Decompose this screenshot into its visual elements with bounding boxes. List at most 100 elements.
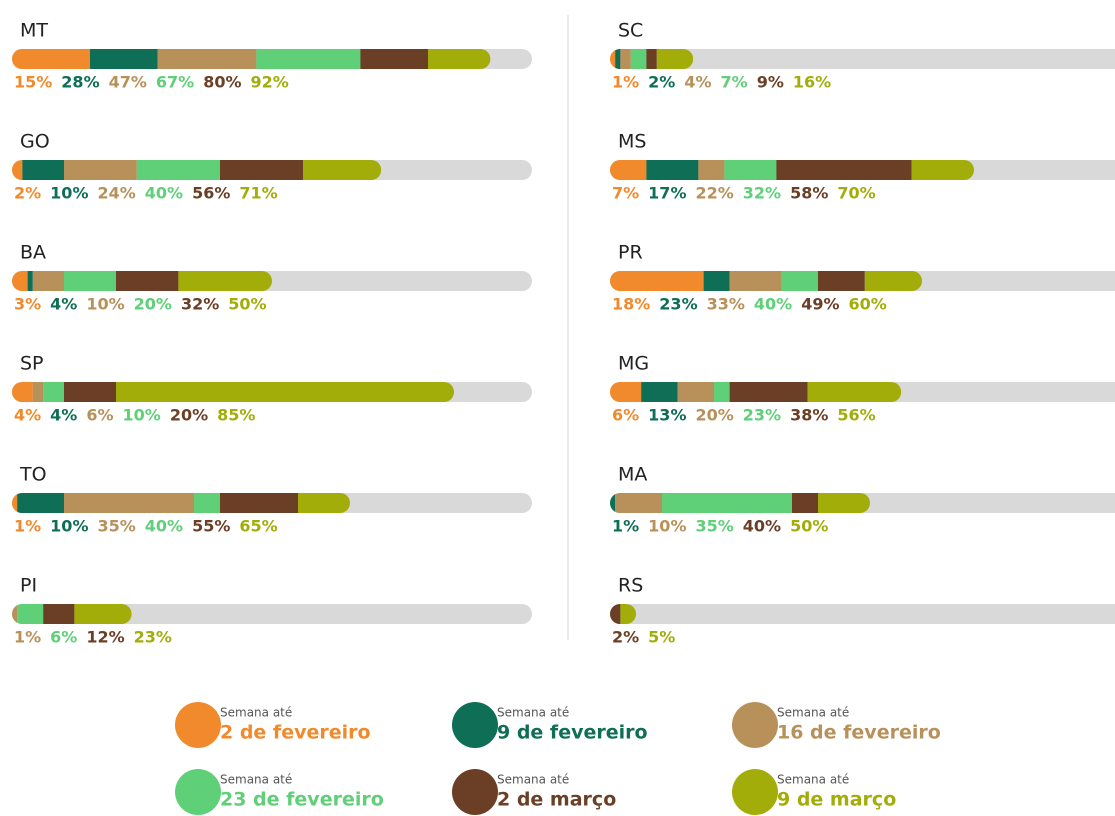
- value-label: 38%: [790, 406, 828, 425]
- bar-segment: [12, 271, 28, 291]
- bar-track: [610, 49, 1115, 69]
- value-label: 60%: [848, 295, 886, 314]
- bar-segment: [220, 493, 298, 513]
- value-label: 12%: [86, 628, 124, 647]
- value-label: 10%: [50, 517, 88, 536]
- state-label: MT: [20, 20, 48, 42]
- bar-segment: [781, 271, 818, 291]
- bar-group: [12, 160, 382, 180]
- value-label: 35%: [695, 517, 733, 536]
- bar-segment: [610, 49, 616, 69]
- bar-segment: [64, 493, 194, 513]
- value-label: 7%: [612, 184, 639, 203]
- value-label: 18%: [612, 295, 650, 314]
- value-label: 4%: [684, 73, 711, 92]
- bar-segment: [64, 160, 137, 180]
- value-label: 33%: [707, 295, 745, 314]
- bar-group: [610, 49, 694, 69]
- value-label: 40%: [754, 295, 792, 314]
- state-label: SC: [618, 20, 643, 42]
- bar-segment: [27, 271, 33, 291]
- bar-segment: [32, 382, 44, 402]
- bar-segment: [12, 49, 90, 69]
- bar-segment: [116, 382, 454, 402]
- bar-group: [610, 271, 922, 291]
- bar-segment: [32, 271, 64, 291]
- bar-segment: [22, 160, 64, 180]
- value-label: 65%: [239, 517, 277, 536]
- state-label: PI: [20, 575, 37, 597]
- bar-segment: [714, 382, 730, 402]
- bar-group: [610, 604, 636, 624]
- value-label: 6%: [50, 628, 77, 647]
- value-label: 47%: [109, 73, 147, 92]
- value-label: 20%: [134, 295, 172, 314]
- value-label: 4%: [50, 406, 77, 425]
- state-label: TO: [19, 464, 47, 486]
- bar-segment: [12, 160, 23, 180]
- bar-segment: [818, 271, 865, 291]
- value-label: 4%: [14, 406, 41, 425]
- value-label: 10%: [86, 295, 124, 314]
- value-label: 49%: [801, 295, 839, 314]
- bar-segment: [724, 160, 777, 180]
- value-label: 92%: [250, 73, 288, 92]
- value-label: 56%: [837, 406, 875, 425]
- state-label: BA: [20, 242, 46, 264]
- legend-name: 9 de março: [777, 789, 896, 811]
- value-label: 56%: [192, 184, 230, 203]
- value-label: 50%: [790, 517, 828, 536]
- bar-group: [610, 160, 974, 180]
- bar-segment: [656, 49, 694, 69]
- value-label: 35%: [97, 517, 135, 536]
- legend-swatch: [175, 702, 221, 748]
- bar-track: [610, 604, 1115, 624]
- bar-segment: [12, 604, 18, 624]
- value-label: 17%: [648, 184, 686, 203]
- value-label: 13%: [648, 406, 686, 425]
- bar-segment: [64, 382, 116, 402]
- bar-segment: [12, 493, 18, 513]
- bar-group: [12, 271, 272, 291]
- legend-swatch: [732, 769, 778, 815]
- value-label: 55%: [192, 517, 230, 536]
- bar-segment: [615, 49, 621, 69]
- bar-segment: [630, 49, 647, 69]
- bar-segment: [64, 271, 116, 291]
- legend-swatch: [452, 702, 498, 748]
- bar-segment: [698, 160, 725, 180]
- state-label: GO: [20, 131, 50, 153]
- value-label: 6%: [86, 406, 113, 425]
- legend-prefix: Semana até: [777, 773, 849, 787]
- legend-swatch: [732, 702, 778, 748]
- bar-group: [610, 382, 902, 402]
- value-label: 16%: [793, 73, 831, 92]
- legend-swatch: [175, 769, 221, 815]
- legend-name: 9 de fevereiro: [497, 722, 648, 744]
- state-label: RS: [618, 575, 643, 597]
- value-label: 85%: [217, 406, 255, 425]
- value-label: 6%: [612, 406, 639, 425]
- value-label: 5%: [648, 628, 675, 647]
- bar-track: [12, 604, 532, 624]
- value-label: 2%: [14, 184, 41, 203]
- legend-name: 16 de fevereiro: [777, 722, 941, 744]
- bar-segment: [303, 160, 382, 180]
- legend-prefix: Semana até: [220, 773, 292, 787]
- bar-group: [12, 49, 491, 69]
- state-label: PR: [618, 242, 643, 264]
- bar-segment: [620, 604, 636, 624]
- value-label: 10%: [123, 406, 161, 425]
- bar-segment: [43, 382, 64, 402]
- value-label: 40%: [145, 184, 183, 203]
- value-label: 23%: [743, 406, 781, 425]
- state-label: MA: [618, 464, 647, 486]
- legend-name: 23 de fevereiro: [220, 789, 384, 811]
- bar-segment: [256, 49, 361, 69]
- bar-segment: [729, 382, 808, 402]
- value-label: 1%: [14, 517, 41, 536]
- value-label: 23%: [659, 295, 697, 314]
- bar-segment: [428, 49, 491, 69]
- bar-group: [610, 493, 870, 513]
- legend-name: 2 de fevereiro: [220, 722, 371, 744]
